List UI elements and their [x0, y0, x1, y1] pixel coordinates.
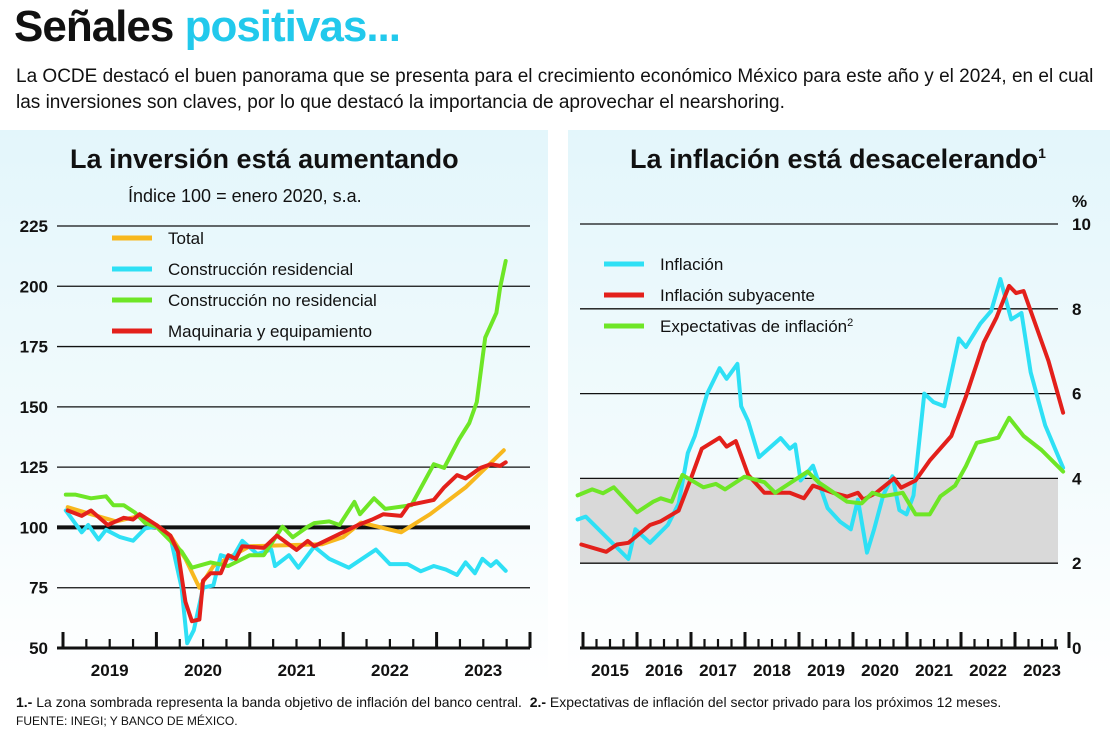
x-tick-label: 2021 [915, 661, 953, 680]
headline-part1: Señales [14, 2, 174, 51]
legend-label: Expectativas de inflación2 [660, 317, 853, 336]
legend-label: Inflación [660, 255, 723, 274]
investment-chart-title: La inversión está aumentando [70, 144, 459, 174]
y-tick-label: 75 [29, 579, 48, 598]
y-tick-label: 200 [20, 277, 48, 296]
legend-label: Construcción residencial [168, 260, 353, 279]
x-tick-label: 2018 [753, 661, 791, 680]
source: FUENTE: INEGI; Y BANCO DE MÉXICO. [16, 714, 238, 728]
investment-panel: La inversión está aumentando Índice 100 … [0, 130, 548, 686]
headline: Señales positivas... [14, 2, 401, 52]
y-tick-label: 4 [1072, 469, 1082, 488]
y-tick-label: 50 [29, 639, 48, 658]
y-tick-label: 10 [1072, 215, 1091, 234]
y-tick-label: 8 [1072, 300, 1081, 319]
y-tick-label: 225 [20, 217, 48, 236]
y-tick-label: 175 [20, 338, 48, 357]
target-band [580, 478, 1058, 564]
inflation-title-text: La inflación está desacelerando [630, 144, 1039, 174]
legend-label: Inflación subyacente [660, 286, 815, 305]
legend-label: Maquinaria y equipamiento [168, 322, 372, 341]
intro-text: La OCDE destacó el buen panorama que se … [16, 66, 1094, 113]
x-tick-label: 2021 [278, 661, 316, 680]
footnotes: 1.- La zona sombrada representa la banda… [16, 694, 1001, 710]
note2-number: 2.- [529, 694, 547, 710]
note2-text: Expectativas de inflación del sector pri… [549, 694, 1002, 710]
x-tick-label: 2020 [861, 661, 899, 680]
x-tick-label: 2019 [807, 661, 845, 680]
inflation-chart-title: La inflación está desacelerando1 [630, 144, 1046, 175]
note1-text: La zona sombrada representa la banda obj… [36, 694, 522, 710]
x-tick-label: 2023 [464, 661, 502, 680]
series-line-inflaci-n [575, 277, 1066, 561]
legend-superscript: 2 [847, 317, 853, 329]
x-tick-label: 2023 [1023, 661, 1061, 680]
legend-label: Total [168, 229, 204, 248]
x-tick-label: 2015 [591, 661, 629, 680]
y-tick-label: 6 [1072, 385, 1081, 404]
x-tick-label: 2017 [699, 661, 737, 680]
y-tick-label: 125 [20, 458, 48, 477]
series-line-maquinaria-y-equipamiento [65, 460, 508, 624]
x-tick-label: 2020 [184, 661, 222, 680]
x-tick-label: 2022 [371, 661, 409, 680]
series-line-construcci-n-no-residencial [63, 259, 508, 570]
y-tick-label: 2 [1072, 554, 1081, 573]
y-tick-label: 150 [20, 398, 48, 417]
note1-number: 1.- [16, 694, 33, 710]
x-tick-label: 2022 [969, 661, 1007, 680]
legend-label: Construcción no residencial [168, 291, 377, 310]
y-tick-label: 100 [20, 518, 48, 537]
inflation-panel: La inflación está desacelerando1 [568, 130, 1110, 686]
x-tick-label: 2016 [645, 661, 683, 680]
headline-accent: positivas... [184, 2, 401, 51]
y-tick-label: 0 [1072, 639, 1081, 658]
series-line-expectativas-de-inflaci-n [575, 415, 1066, 517]
y-axis-unit: % [1072, 192, 1087, 211]
series-line-construcci-n-residencial [63, 508, 508, 646]
x-tick-label: 2019 [91, 661, 129, 680]
investment-chart-subtitle: Índice 100 = enero 2020, s.a. [128, 186, 362, 206]
inflation-title-superscript: 1 [1038, 145, 1046, 161]
